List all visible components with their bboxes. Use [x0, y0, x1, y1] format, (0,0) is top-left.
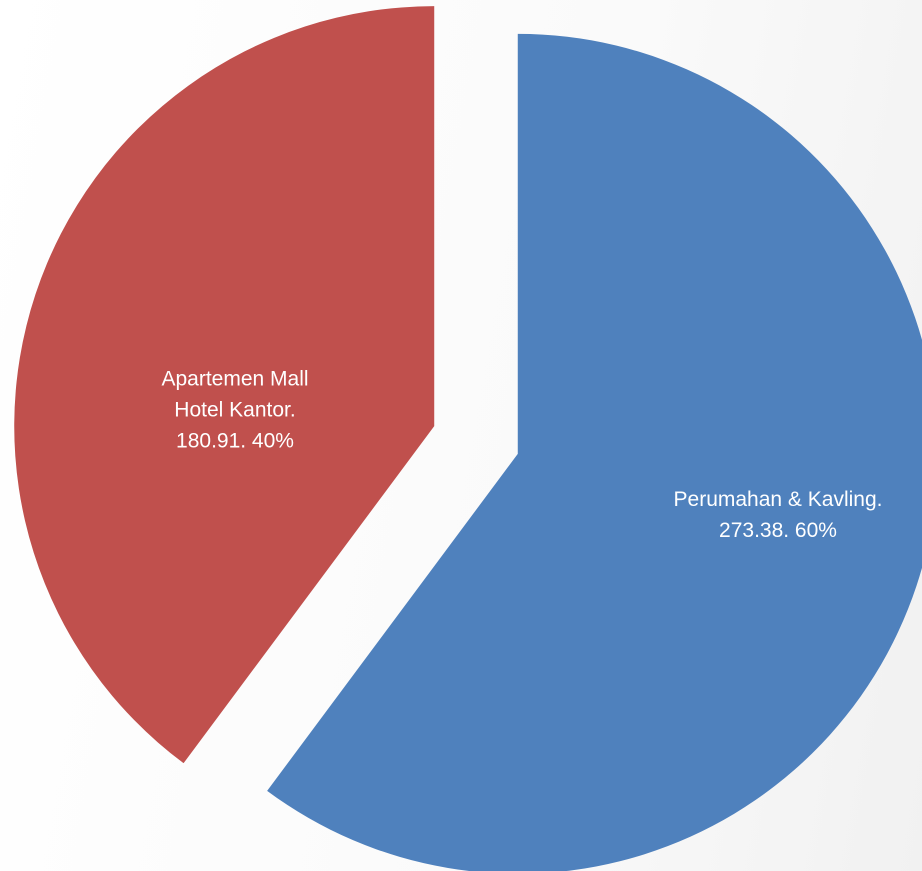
category-label: Perumahan & Kavling.	[673, 488, 883, 511]
slice-label: Perumahan & Kavling. 273.38. 60%	[663, 484, 893, 546]
pie-slice	[267, 33, 922, 871]
value-label: 273.38. 60%	[719, 519, 837, 542]
slice-label: Apartemen Mall Hotel Kantor. 180.91. 40%	[135, 364, 335, 457]
pie-slice	[14, 6, 435, 764]
category-label: Apartemen Mall Hotel Kantor.	[161, 367, 309, 422]
value-label: 180.91. 40%	[176, 429, 294, 453]
